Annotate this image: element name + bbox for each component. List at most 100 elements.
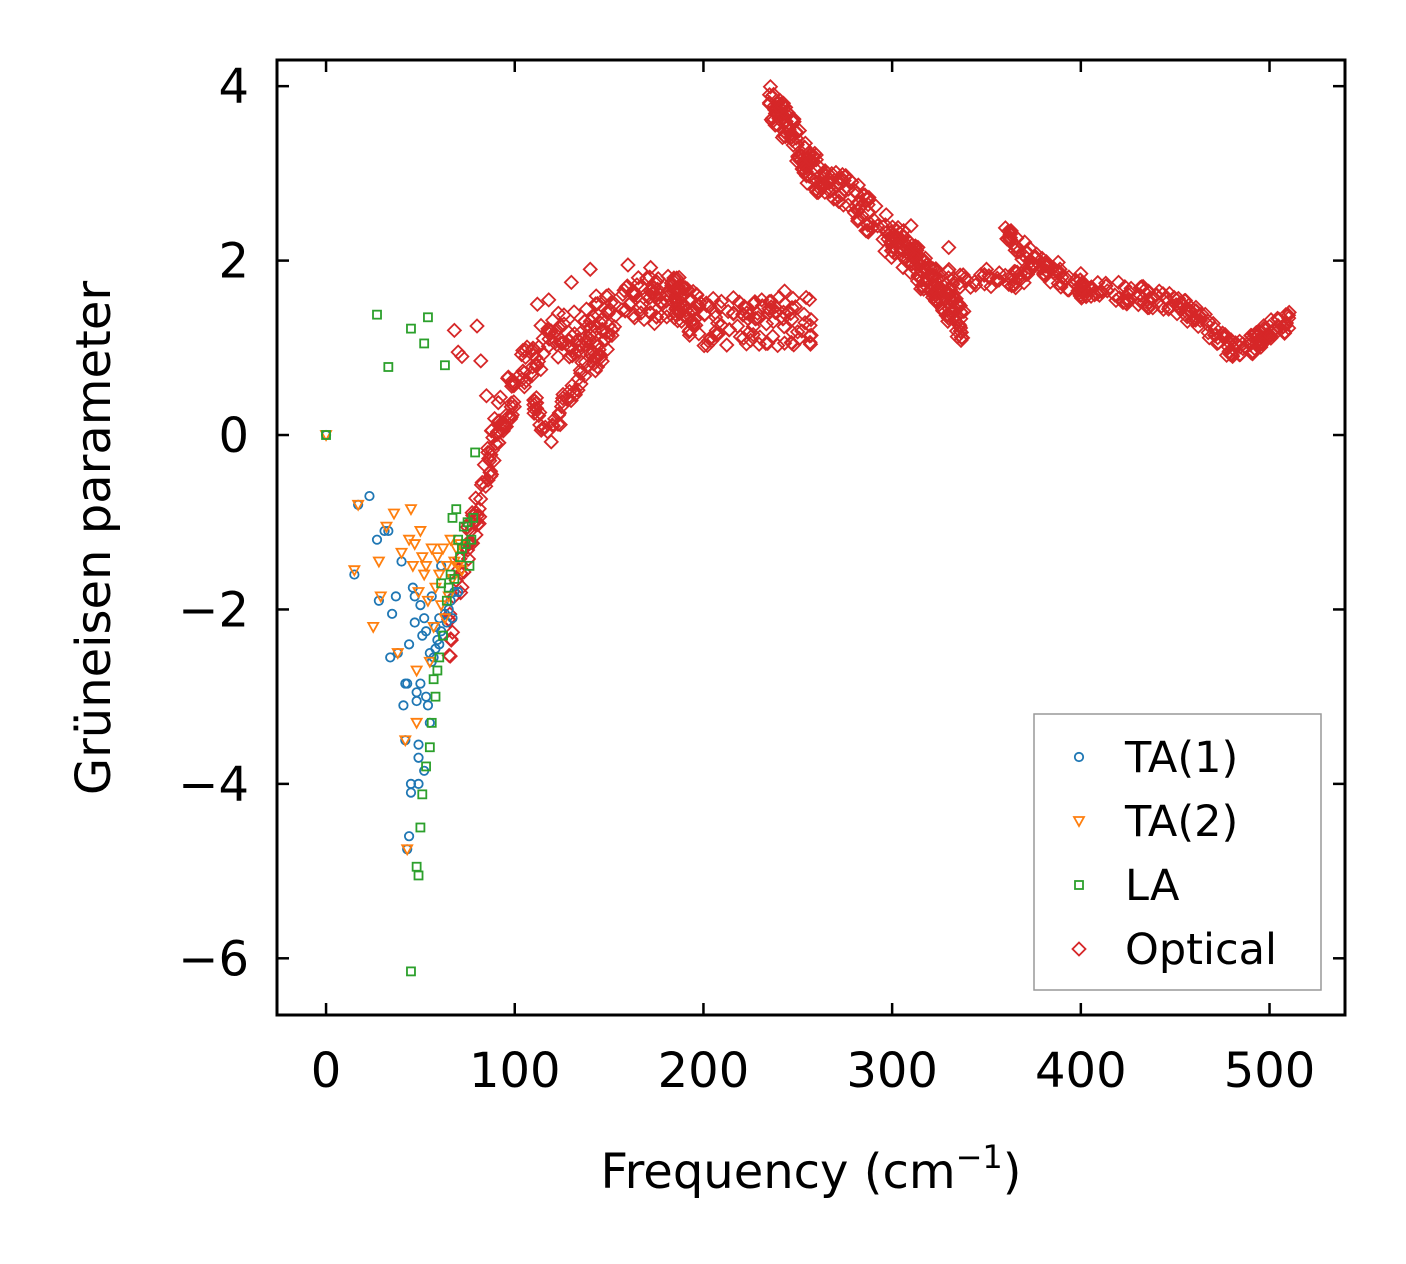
point-optical xyxy=(846,205,863,221)
point-optical xyxy=(525,340,542,357)
point-optical xyxy=(900,245,917,261)
point-optical xyxy=(1218,347,1235,363)
point-optical xyxy=(446,322,463,339)
legend-item-ta-2-: TA(2) xyxy=(1072,797,1238,847)
point-optical xyxy=(1086,286,1103,303)
point-ta-2- xyxy=(410,717,424,730)
point-optical xyxy=(1158,289,1174,306)
point-ta-2- xyxy=(430,552,444,564)
point-optical xyxy=(1177,306,1193,323)
point-la xyxy=(466,534,477,545)
point-optical xyxy=(582,327,598,343)
point-optical xyxy=(524,367,540,384)
point-optical xyxy=(524,359,541,375)
x-tick-label: 400 xyxy=(1035,1043,1127,1099)
point-ta-2- xyxy=(406,560,420,573)
point-optical xyxy=(948,314,964,330)
point-optical xyxy=(563,274,580,291)
point-optical xyxy=(1099,283,1116,299)
point-optical xyxy=(769,337,786,354)
point-optical xyxy=(1006,277,1023,293)
point-optical xyxy=(540,292,557,308)
point-ta-2- xyxy=(419,560,433,573)
point-optical xyxy=(798,289,814,306)
point-ta-1- xyxy=(411,687,422,698)
point-la xyxy=(417,789,428,800)
x-tick-label: 500 xyxy=(1224,1043,1316,1099)
point-optical xyxy=(802,336,819,353)
point-optical xyxy=(505,394,522,410)
point-optical xyxy=(922,261,939,277)
point-optical xyxy=(582,261,599,278)
point-optical xyxy=(674,295,690,311)
point-optical xyxy=(951,275,968,291)
point-optical xyxy=(550,349,566,365)
point-ta-2- xyxy=(421,595,435,608)
point-optical xyxy=(885,229,902,246)
point-ta-1- xyxy=(415,678,426,689)
point-optical xyxy=(830,193,847,210)
point-optical xyxy=(482,464,498,481)
point-ta-2- xyxy=(440,560,454,573)
point-ta-2- xyxy=(436,543,450,556)
point-optical xyxy=(834,166,851,183)
point-optical xyxy=(553,398,570,415)
point-optical xyxy=(1072,272,1089,288)
point-ta-2- xyxy=(415,552,429,564)
point-la xyxy=(443,582,454,593)
point-optical xyxy=(696,337,712,354)
point-optical xyxy=(945,270,962,286)
point-la xyxy=(321,430,331,440)
point-ta-2- xyxy=(423,656,437,669)
point-optical xyxy=(528,349,544,366)
point-optical xyxy=(844,174,860,191)
point-optical xyxy=(473,477,490,493)
point-optical xyxy=(441,647,457,664)
point-optical xyxy=(708,322,725,339)
point-optical xyxy=(927,282,943,299)
point-optical xyxy=(802,334,818,351)
point-optical xyxy=(758,315,775,332)
tick-labels: 0 100 200 300 400 500 4 2 0 −2 −4 −6 xyxy=(178,59,1315,1099)
point-optical xyxy=(535,330,552,347)
point-optical xyxy=(962,279,979,296)
point-optical xyxy=(469,318,485,334)
point-optical xyxy=(633,305,649,321)
point-optical xyxy=(808,151,825,168)
point-ta-2- xyxy=(455,565,469,578)
point-optical xyxy=(952,279,968,295)
point-optical xyxy=(550,416,566,433)
point-ta-1- xyxy=(419,613,430,624)
point-optical xyxy=(634,296,650,313)
point-optical xyxy=(1133,279,1150,295)
point-optical xyxy=(903,256,920,272)
point-optical xyxy=(850,210,866,227)
point-optical xyxy=(735,330,752,346)
point-optical xyxy=(532,361,549,378)
y-axis-title: Grüneisen parameter xyxy=(66,281,122,796)
point-optical xyxy=(798,163,814,180)
point-optical xyxy=(504,407,521,423)
y-tick-label: 0 xyxy=(218,408,249,464)
point-ta-2- xyxy=(395,547,409,560)
point-optical xyxy=(584,342,600,359)
point-optical xyxy=(735,306,751,322)
point-ta-1- xyxy=(413,778,424,789)
point-optical xyxy=(731,294,748,310)
point-optical xyxy=(699,337,716,354)
point-optical xyxy=(810,184,826,201)
point-optical xyxy=(696,306,713,323)
point-optical xyxy=(782,305,799,322)
legend-label: TA(2) xyxy=(1124,797,1238,847)
point-la xyxy=(470,447,481,458)
point-optical xyxy=(546,411,563,427)
point-optical xyxy=(486,452,502,469)
point-optical xyxy=(533,317,549,334)
point-optical xyxy=(478,388,495,404)
point-optical xyxy=(531,404,548,421)
point-optical xyxy=(499,370,516,387)
point-optical xyxy=(775,98,792,115)
point-la xyxy=(372,309,382,320)
point-optical xyxy=(1242,336,1258,353)
point-optical xyxy=(685,283,701,300)
